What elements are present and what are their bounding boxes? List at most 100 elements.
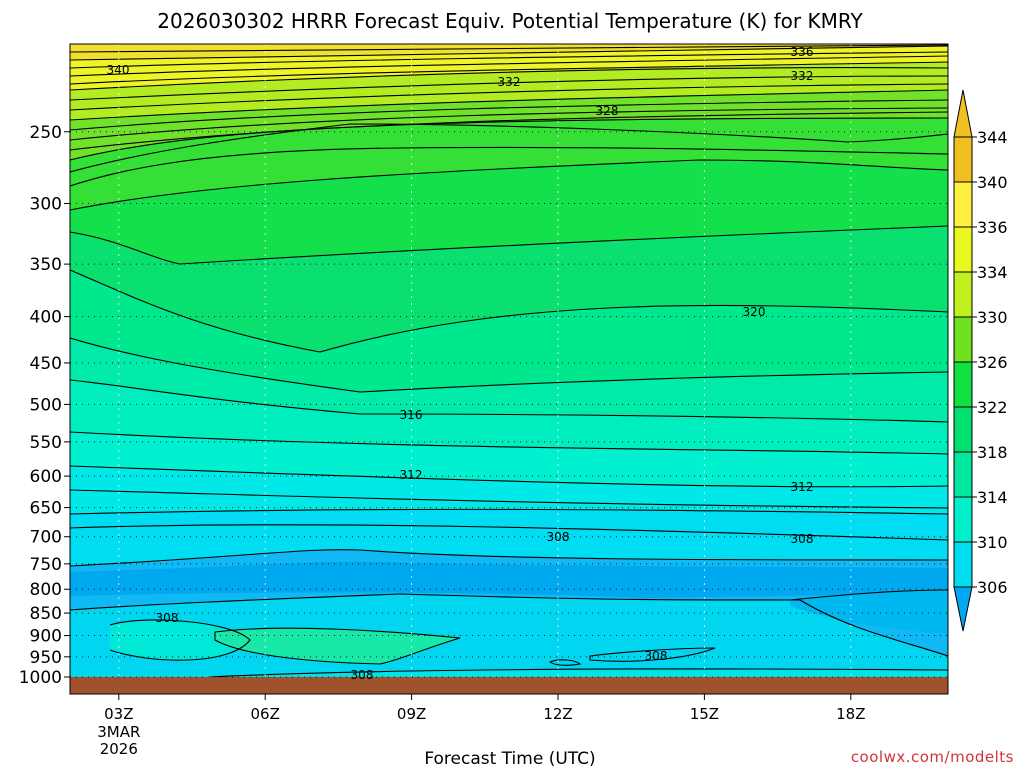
contour-line: [70, 123, 948, 173]
contour-label: 312: [791, 480, 814, 494]
contour-label: 328: [596, 104, 619, 118]
band-310: [70, 466, 948, 514]
x-tick-label: 09Z: [397, 705, 426, 723]
colorbar-extend-high: [953, 89, 973, 138]
contour-label: 316: [400, 408, 423, 422]
contour-label: 312: [400, 468, 423, 482]
ground: [70, 677, 948, 694]
y-tick-label: 250: [30, 123, 62, 143]
cell-312-a: [215, 628, 460, 664]
credit-text: coolwx.com/modelts: [851, 748, 1014, 766]
cell-310-b: [210, 668, 948, 677]
colorbar: 306 310 314 318 322 326 330 334 336 340 344: [953, 89, 1008, 632]
band-314: [70, 380, 948, 454]
contour-line: [70, 489, 948, 509]
contour-line: [70, 159, 948, 211]
y-tick-label: 900: [30, 627, 62, 647]
band-308: [70, 509, 948, 566]
colorbar-label: 306: [977, 578, 1008, 597]
grid: [70, 44, 948, 678]
contour-line: [789, 589, 948, 601]
contour-line: [589, 647, 716, 662]
contour-line: [70, 89, 948, 121]
contour-line: [70, 99, 948, 131]
colorbar-label: 326: [977, 353, 1008, 372]
contour-line: [70, 431, 948, 455]
y-tick-label: 600: [30, 467, 62, 487]
y-tick-label: 350: [30, 255, 62, 275]
colorbar-segment: [953, 136, 973, 183]
chart-title: 2026030302 HRRR Forecast Equiv. Potentia…: [157, 9, 863, 33]
band-318: [70, 270, 948, 392]
y-tick-label: 700: [30, 528, 62, 548]
y-tick-label: 1000: [19, 668, 62, 688]
colorbar-extend-low: [953, 586, 973, 632]
colorbar-segment: [953, 361, 973, 408]
contour-line: [70, 379, 948, 423]
colorbar-segment: [953, 406, 973, 453]
contour-line: [70, 67, 948, 91]
colorbar-label: 340: [977, 173, 1008, 192]
y-tick-label: 850: [30, 604, 62, 624]
colorbar-segment: [953, 271, 973, 318]
contour-label: 336: [791, 45, 814, 59]
colorbar-label: 314: [977, 488, 1008, 507]
colorbar-label: 334: [977, 263, 1008, 282]
y-tick-label: 400: [30, 308, 62, 328]
colorbar-label: 344: [977, 128, 1008, 147]
y-tick-label: 500: [30, 395, 62, 415]
band-312: [70, 432, 948, 487]
y-tick-label: 650: [30, 499, 62, 519]
cell-306-a: [790, 590, 948, 634]
contour-line: [70, 55, 948, 77]
contour-line: [70, 146, 948, 187]
y-tick-label: 750: [30, 555, 62, 575]
colorbar-label: 310: [977, 533, 1008, 552]
colorbar-label: 322: [977, 398, 1008, 417]
contour-line: [70, 465, 948, 488]
x-axis-label: Forecast Time (UTC): [424, 749, 595, 768]
contour-label: 320: [743, 305, 766, 319]
contour-label: 332: [791, 69, 814, 83]
y-tick-label: 450: [30, 354, 62, 374]
contour-line: [70, 508, 948, 515]
band-304-core: [70, 561, 948, 598]
contour-line: [70, 61, 948, 85]
contour-label: 308: [791, 532, 814, 546]
band-316: [70, 338, 948, 422]
x-tick-label: 18Z: [836, 705, 865, 723]
plot-border: [69, 43, 949, 695]
x-date-label: 3MAR: [97, 723, 140, 741]
band-336: [70, 62, 948, 120]
colorbar-label: 318: [977, 443, 1008, 462]
contour-line: [109, 619, 251, 661]
contour-line: [214, 627, 461, 665]
x-tick-label: 15Z: [690, 705, 719, 723]
contour-line: [70, 111, 948, 151]
y-tick-label: 950: [30, 648, 62, 668]
y-tick-label: 800: [30, 580, 62, 600]
contour-label: 332: [498, 75, 521, 89]
band-324: [70, 160, 948, 264]
colorbar-segment: [953, 541, 973, 588]
y-tick-label: 550: [30, 433, 62, 453]
contour-labels: 340 336 332 332 328 320 316 312 312 308 308 308 308 3…: [107, 45, 814, 682]
colorbar-segment: [953, 496, 973, 543]
contour-line: [70, 337, 948, 393]
contour-label: 308: [547, 530, 570, 544]
colorbar-segment: [953, 451, 973, 498]
contour-label: 340: [107, 63, 130, 77]
x-tick-label: 06Z: [251, 705, 280, 723]
y-axis: 250 300 350 400 450 500 550 600 650 700 750 800 850 9…: [19, 123, 70, 688]
colorbar-segment: [953, 226, 973, 273]
contour-line: [70, 75, 948, 101]
colorbar-label: 330: [977, 308, 1008, 327]
contour-label: 308: [351, 668, 374, 682]
contour-line: [70, 225, 948, 265]
x-tick-label: 03Z: [104, 705, 133, 723]
cell-310-a: [110, 620, 250, 661]
contour-line: [70, 269, 948, 353]
contour-line: [70, 549, 948, 567]
